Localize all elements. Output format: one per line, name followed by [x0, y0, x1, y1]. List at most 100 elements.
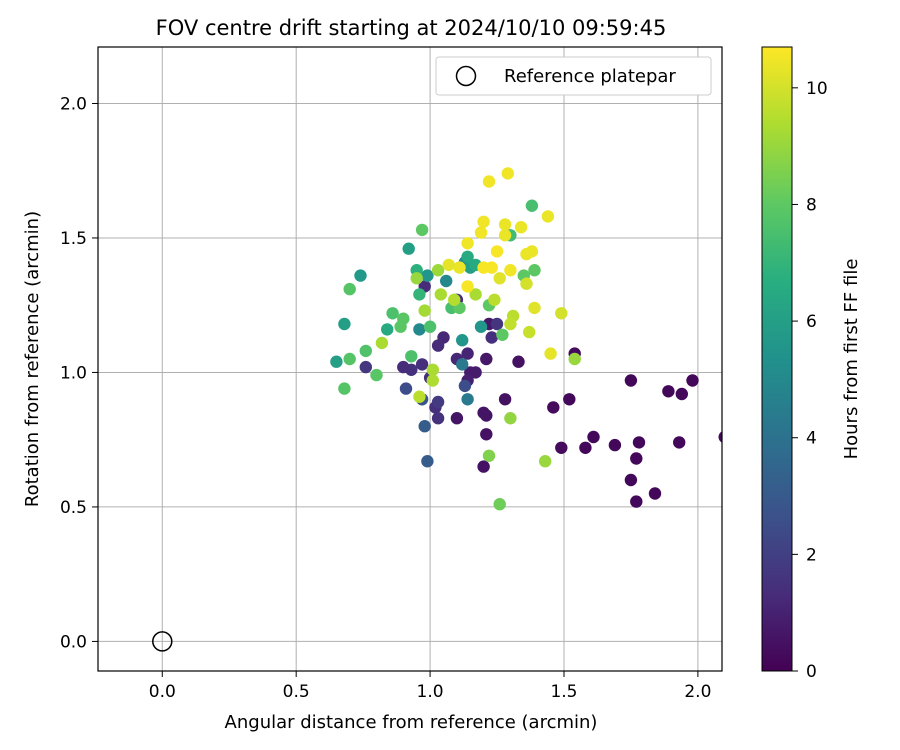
- grid-lines: [98, 47, 722, 671]
- scatter-point: [686, 374, 699, 387]
- y-tick-label: 2.0: [60, 94, 87, 114]
- colorbar-tick-label: 0: [806, 662, 817, 682]
- scatter-point: [520, 247, 533, 261]
- scatter-point: [458, 379, 472, 393]
- y-axis-label: Rotation from reference (arcmin): [22, 211, 43, 507]
- scatter-point: [662, 385, 675, 398]
- x-axis-ticks: 0.0 0.5 1.0 1.5 2.0: [149, 671, 711, 702]
- scatter-point: [461, 347, 474, 360]
- scatter-point: [498, 393, 512, 406]
- scatter-point: [418, 420, 431, 433]
- scatter-point: [440, 274, 453, 288]
- scatter-point: [648, 487, 662, 500]
- scatter-point: [541, 210, 555, 223]
- scatter-point: [426, 363, 439, 376]
- scatter-point: [528, 301, 541, 315]
- scatter-point: [370, 368, 383, 382]
- reference-platepar-marker: [152, 631, 173, 652]
- scatter-point: [498, 218, 512, 231]
- scatter-point: [381, 323, 394, 336]
- scatter-point: [410, 272, 423, 285]
- legend-box: [435, 56, 712, 96]
- scatter-point: [512, 355, 525, 368]
- scatter-point: [630, 495, 643, 508]
- scatter-point: [431, 264, 445, 277]
- scatter-point: [568, 352, 581, 366]
- scatter-point: [547, 401, 560, 414]
- scatter-point: [434, 288, 447, 301]
- scatter-point: [488, 293, 501, 306]
- scatter-point: [354, 269, 367, 282]
- y-tick-label: 0.5: [60, 498, 87, 518]
- scatter-point: [448, 293, 461, 306]
- scatter-point: [504, 412, 517, 425]
- colorbar: 0 2 4 6 8 10 Hours from first FF file: [761, 46, 862, 682]
- colorbar-label: Hours from first FF file: [841, 259, 862, 460]
- scatter-point: [480, 352, 493, 366]
- scatter-point: [359, 360, 372, 374]
- y-tick-label: 1.0: [60, 363, 87, 383]
- data-points: [330, 167, 722, 511]
- y-tick-label: 1.5: [60, 229, 87, 249]
- colorbar-tick-label: 2: [806, 545, 817, 565]
- scatter-point: [442, 258, 455, 272]
- scatter-point: [504, 264, 517, 277]
- scatter-point: [469, 288, 482, 301]
- scatter-point: [525, 199, 539, 212]
- y-axis-ticks: 0.0 0.5 1.0 1.5 2.0: [60, 94, 98, 652]
- scatter-point: [397, 360, 410, 374]
- scatter-point: [413, 323, 426, 336]
- scatter-point: [453, 261, 466, 274]
- chart-title: FOV centre drift starting at 2024/10/10 …: [156, 16, 667, 40]
- scatter-point: [413, 288, 426, 301]
- scatter-point: [402, 242, 415, 255]
- scatter-point: [523, 325, 536, 339]
- scatter-point: [418, 304, 431, 317]
- scatter-point: [555, 307, 568, 320]
- scatter-point: [493, 272, 506, 285]
- scatter-point: [330, 355, 343, 368]
- scatter-point: [528, 264, 541, 277]
- scatter-point: [490, 245, 504, 258]
- x-tick-label: 2.0: [684, 682, 711, 702]
- scatter-point: [498, 229, 512, 242]
- scatter-point: [539, 455, 552, 468]
- scatter-point: [673, 436, 686, 449]
- scatter-point: [431, 412, 445, 425]
- x-tick-label: 0.5: [283, 682, 310, 702]
- scatter-point: [477, 215, 490, 228]
- x-tick-label: 1.0: [417, 682, 444, 702]
- scatter-point: [405, 350, 418, 363]
- scatter-point: [338, 382, 351, 395]
- colorbar-tick-label: 6: [806, 312, 817, 332]
- colorbar-gradient: [761, 46, 793, 672]
- scatter-point: [474, 226, 488, 239]
- scatter-point: [563, 393, 576, 406]
- scatter-point: [608, 438, 622, 452]
- scatter-point: [423, 320, 437, 333]
- y-tick-label: 0.0: [60, 632, 87, 652]
- scatter-point: [544, 347, 557, 360]
- scatter-point: [490, 317, 504, 331]
- scatter-point: [415, 223, 429, 237]
- legend-reference-marker: [455, 65, 477, 87]
- scatter-point: [431, 339, 445, 352]
- scatter-point: [624, 374, 638, 387]
- scatter-point: [450, 412, 464, 425]
- scatter-point: [477, 406, 490, 419]
- scatter-point: [343, 352, 356, 366]
- scatter-point: [474, 320, 488, 333]
- colorbar-tick-label: 4: [806, 429, 817, 449]
- scatter-point: [520, 277, 533, 290]
- colorbar-tick-label: 10: [806, 79, 828, 99]
- scatter-point: [504, 317, 517, 331]
- scatter-point: [501, 167, 514, 180]
- scatter-point: [461, 393, 474, 406]
- scatter-point: [482, 175, 496, 188]
- plot-frame: [97, 46, 723, 672]
- scatter-point: [456, 334, 469, 347]
- scatter-point: [718, 431, 722, 443]
- scatter-point: [421, 455, 434, 468]
- scatter-point: [587, 430, 600, 444]
